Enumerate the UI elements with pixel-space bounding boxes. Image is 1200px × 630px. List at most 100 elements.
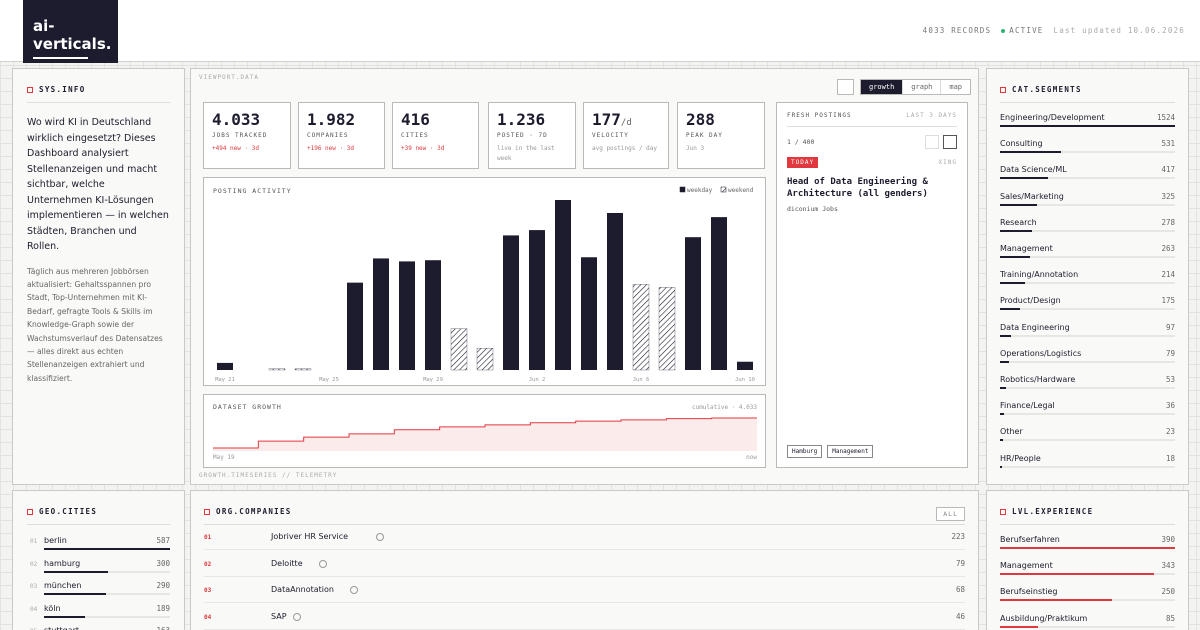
row-divider — [204, 602, 965, 603]
bar — [1000, 439, 1003, 442]
list-row: Data Science/ML 417 — [1000, 165, 1175, 191]
legend-swatch — [679, 186, 686, 193]
kpi-label: VELOCITY — [592, 132, 629, 139]
fresh-nav: 1 / 400 — [787, 135, 957, 149]
item-name: stuttgart — [44, 626, 79, 630]
bar — [503, 235, 519, 370]
item-name: Ausbildung/Praktikum — [1000, 613, 1088, 623]
list-row: 02 hamburg 300 — [30, 559, 170, 582]
row-divider — [204, 549, 965, 550]
kpi-number: 1.236 — [497, 110, 546, 129]
divider — [27, 524, 170, 525]
bar — [607, 212, 623, 370]
bar — [685, 237, 701, 370]
list-row: Research 278 — [1000, 218, 1175, 244]
bar — [44, 615, 85, 618]
kpi-card: 416 CITIES +39 new · 3d — [392, 102, 479, 169]
fullscreen-button[interactable] — [837, 79, 854, 95]
list-row: Other 23 — [1000, 427, 1175, 453]
bar — [1000, 413, 1005, 416]
badge: TODAY — [787, 157, 819, 168]
row-divider — [204, 575, 965, 577]
kpi-label: JOBS TRACKED — [212, 132, 268, 139]
kpi-note: avg postings / day — [592, 145, 658, 152]
panel-title: GEO.CITIES — [27, 507, 170, 516]
legend-label: weekday — [687, 187, 713, 194]
kpi-value: 4.033 — [212, 110, 282, 129]
all-button[interactable]: ALL — [936, 507, 965, 521]
item-count: 531 — [1161, 139, 1175, 149]
item-count: 343 — [1161, 561, 1175, 571]
list-row: 02 Deloitte 79 — [204, 559, 965, 586]
bar — [1000, 547, 1175, 549]
divider — [1000, 524, 1175, 525]
item-count: 79 — [955, 558, 965, 568]
bar — [268, 368, 286, 371]
legend-swatch — [720, 186, 727, 193]
x-tick-label: Jun 10 — [735, 377, 755, 383]
item-count: 417 — [1161, 165, 1175, 175]
fresh-postings: FRESH POSTINGS LAST 3 DAYS 1 / 400 TODAY XIN… — [776, 102, 968, 468]
list-row: Berufserfahren 390 — [1000, 535, 1175, 561]
kpi-label: COMPANIES — [307, 132, 349, 139]
kpi-label: POSTED · 7D — [497, 132, 548, 139]
bar — [711, 217, 727, 370]
list-row: Berufseinstieg 250 — [1000, 587, 1175, 613]
growth-area — [213, 418, 757, 451]
rank: 01 — [30, 538, 38, 545]
tabs: growth graph map — [860, 79, 972, 95]
bar — [1000, 308, 1021, 311]
kpi-card: 288 PEAK DAY Jun 3 — [677, 102, 765, 169]
item-count: 1524 — [1156, 113, 1175, 122]
tab[interactable]: graph — [902, 80, 940, 94]
item-name: Berufseinstieg — [1000, 587, 1058, 597]
list-row: Robotics/Hardware 53 — [1000, 375, 1175, 401]
x-tick-label: May 29 — [423, 377, 443, 383]
prev-button[interactable] — [925, 135, 939, 149]
item-name: köln — [44, 603, 61, 613]
item-name: Other — [1000, 427, 1023, 437]
item-name: Management — [1000, 244, 1053, 253]
item-count: 278 — [1161, 217, 1175, 227]
bar — [347, 282, 363, 370]
bar — [529, 230, 545, 370]
geo-cities-panel: GEO.CITIES 01 berlin 587 02 hamburg 300 03 münch… — [12, 490, 185, 630]
experience-panel: LVL.EXPERIENCE Berufserfahren 390 Managemen… — [986, 490, 1189, 630]
item-count: 23 — [1165, 427, 1175, 437]
item-name: Data Engineering — [1000, 322, 1070, 332]
bar — [373, 258, 389, 370]
logo[interactable]: ai-verticals. — [23, 0, 118, 63]
tab[interactable]: growth — [861, 80, 903, 94]
tag[interactable]: Management — [827, 445, 874, 458]
next-button[interactable] — [943, 135, 957, 149]
tab[interactable]: map — [940, 80, 970, 94]
x-tick-label: Jun 6 — [633, 377, 650, 383]
item-count: 163 — [156, 626, 170, 630]
tag[interactable]: Hamburg — [787, 445, 823, 458]
bar-track — [1000, 151, 1175, 154]
item-count: 214 — [1161, 270, 1175, 280]
list-row: Finance/Legal 36 — [1000, 401, 1175, 427]
rank: 02 — [204, 560, 212, 568]
item-count: 36 — [1165, 401, 1175, 411]
bar-track — [1000, 413, 1175, 416]
rank: 04 — [30, 605, 38, 613]
badge-row: TODAY XING — [787, 157, 957, 168]
org-companies-panel: ORG.COMPANIES ALL 01 Jobriver HR Service 223… — [190, 490, 979, 630]
rank: 03 — [204, 587, 212, 594]
item-name: Berufserfahren — [1000, 535, 1060, 544]
bar — [399, 261, 415, 370]
item-name: HR/People — [1000, 453, 1041, 463]
x-tick-label: Jun 2 — [529, 377, 546, 383]
bar-track — [1000, 465, 1175, 468]
item-name: Management — [1000, 561, 1053, 571]
fresh-header: FRESH POSTINGS LAST 3 DAYS — [787, 112, 957, 127]
bar-track — [1000, 387, 1175, 389]
list-row: 03 münchen 290 — [30, 581, 170, 604]
bar — [1000, 465, 1003, 468]
item-name: Engineering/Development — [1000, 113, 1105, 122]
kpi-unit: /d — [620, 118, 632, 128]
item-name: münchen — [44, 581, 82, 590]
records: 4033 RECORDS — [922, 26, 992, 35]
panel-title: LVL.EXPERIENCE — [1000, 507, 1175, 516]
